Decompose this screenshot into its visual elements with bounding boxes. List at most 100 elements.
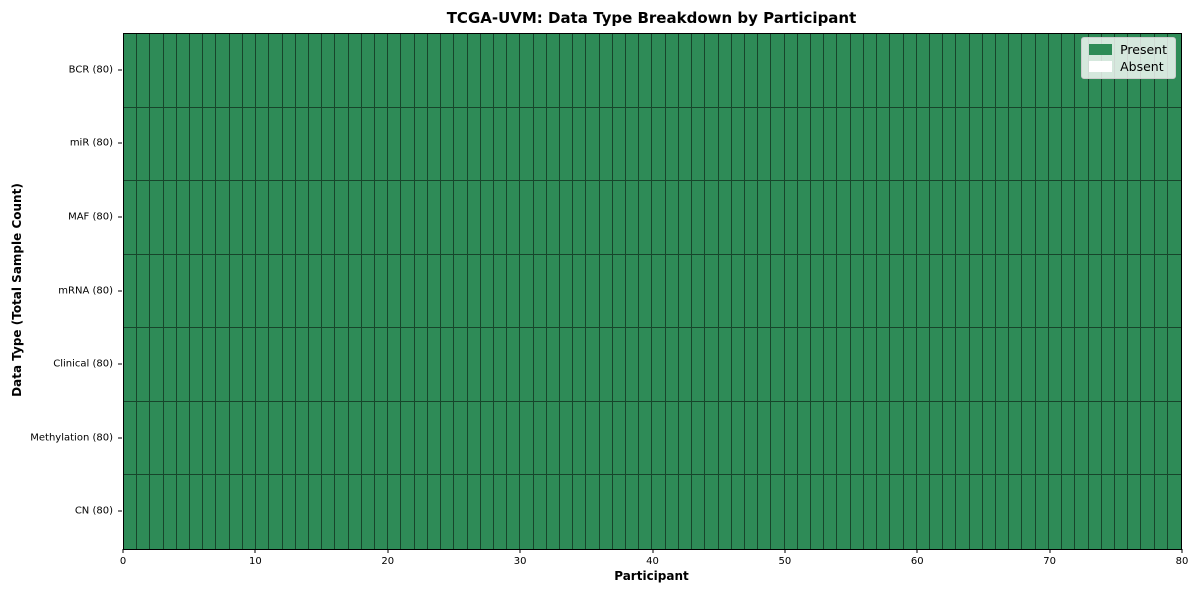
y-axis-ticks: BCR (80) miR (80) MAF (80) mRNA (80) Clinica… bbox=[0, 33, 123, 548]
heatmap-cell bbox=[124, 254, 138, 329]
heatmap-cell bbox=[784, 181, 798, 255]
heatmap-cell bbox=[877, 254, 891, 329]
y-tick-label: Clinical (80) bbox=[53, 358, 113, 370]
heatmap-cell bbox=[427, 328, 442, 402]
heatmap-cell bbox=[573, 328, 587, 402]
heatmap-cell bbox=[454, 34, 468, 108]
x-tick-mark bbox=[122, 549, 124, 553]
heatmap-cell bbox=[216, 34, 230, 108]
heatmap-cell bbox=[797, 254, 812, 329]
heatmap-cell bbox=[1088, 254, 1102, 329]
heatmap-cell bbox=[203, 181, 217, 255]
heatmap-cell bbox=[824, 181, 838, 255]
heatmap-cell bbox=[758, 401, 772, 476]
heatmap-cell bbox=[441, 254, 455, 329]
heatmap-cell bbox=[797, 328, 812, 402]
heatmap-cell bbox=[1062, 107, 1076, 182]
heatmap-cell bbox=[454, 254, 468, 329]
heatmap-cell bbox=[137, 107, 151, 182]
heatmap-cell bbox=[308, 107, 323, 182]
heatmap-cell bbox=[890, 475, 904, 549]
heatmap-cell bbox=[705, 107, 719, 182]
heatmap-cell bbox=[1035, 181, 1049, 255]
heatmap-cell bbox=[718, 401, 732, 476]
heatmap-cell bbox=[282, 328, 296, 402]
heatmap-cell bbox=[1009, 475, 1023, 549]
heatmap-cell bbox=[758, 254, 772, 329]
heatmap-cell bbox=[731, 328, 745, 402]
heatmap-cell bbox=[916, 401, 930, 476]
heatmap-cell bbox=[1022, 328, 1036, 402]
heatmap-cell bbox=[480, 254, 494, 329]
heatmap-cell bbox=[718, 254, 732, 329]
heatmap-cell bbox=[612, 181, 627, 255]
heatmap-cell bbox=[203, 401, 217, 476]
heatmap-cell bbox=[176, 401, 191, 476]
heatmap-cell bbox=[322, 107, 336, 182]
heatmap-cell bbox=[586, 475, 600, 549]
heatmap-cell bbox=[626, 254, 640, 329]
heatmap-cell bbox=[401, 107, 415, 182]
heatmap-cell bbox=[216, 181, 230, 255]
heatmap-cell bbox=[1062, 328, 1076, 402]
heatmap-cell bbox=[295, 181, 309, 255]
heatmap-cell bbox=[348, 475, 362, 549]
heatmap-cell bbox=[586, 254, 600, 329]
heatmap-cell bbox=[190, 34, 204, 108]
heatmap-cell bbox=[1062, 475, 1076, 549]
heatmap-cell bbox=[1048, 254, 1063, 329]
heatmap-cell bbox=[322, 254, 336, 329]
legend-item-present: Present bbox=[1089, 43, 1167, 56]
heatmap-cell bbox=[599, 34, 613, 108]
heatmap-cell bbox=[811, 254, 825, 329]
heatmap-cell bbox=[493, 181, 508, 255]
heatmap-cell bbox=[890, 107, 904, 182]
y-tick-label: BCR (80) bbox=[68, 64, 113, 76]
heatmap-cell bbox=[375, 401, 389, 476]
heatmap-cell bbox=[639, 181, 653, 255]
heatmap-cell bbox=[401, 401, 415, 476]
heatmap-cell bbox=[850, 34, 864, 108]
heatmap-cell bbox=[124, 475, 138, 549]
heatmap-cell bbox=[1048, 328, 1063, 402]
heatmap-cell bbox=[1075, 475, 1089, 549]
heatmap-cell bbox=[665, 401, 679, 476]
heatmap-cell bbox=[1035, 107, 1049, 182]
heatmap-cell bbox=[560, 181, 574, 255]
heatmap-cell bbox=[375, 34, 389, 108]
heatmap-cell bbox=[612, 401, 627, 476]
heatmap-cell bbox=[890, 401, 904, 476]
heatmap-cell bbox=[1167, 328, 1181, 402]
heatmap-cell bbox=[335, 401, 349, 476]
heatmap-cell bbox=[1022, 181, 1036, 255]
heatmap-cell bbox=[916, 34, 930, 108]
heatmap-cell bbox=[480, 107, 494, 182]
heatmap-cell bbox=[414, 181, 428, 255]
heatmap-cell bbox=[124, 107, 138, 182]
heatmap-cell bbox=[335, 34, 349, 108]
heatmap-cell bbox=[1048, 401, 1063, 476]
heatmap-cell bbox=[190, 254, 204, 329]
heatmap-cell bbox=[414, 328, 428, 402]
heatmap-cell bbox=[150, 328, 164, 402]
heatmap-cell bbox=[678, 107, 693, 182]
heatmap-cell bbox=[348, 181, 362, 255]
heatmap-cell bbox=[361, 475, 376, 549]
heatmap-cell bbox=[705, 475, 719, 549]
heatmap-cell bbox=[282, 181, 296, 255]
heatmap-cell bbox=[824, 34, 838, 108]
heatmap-cell bbox=[216, 475, 230, 549]
heatmap-cell bbox=[1128, 401, 1142, 476]
heatmap-cell bbox=[295, 328, 309, 402]
heatmap-cell bbox=[969, 401, 983, 476]
heatmap-cell bbox=[414, 34, 428, 108]
x-tick-label: 30 bbox=[513, 556, 527, 567]
heatmap-cell bbox=[1167, 401, 1181, 476]
heatmap-cell bbox=[137, 401, 151, 476]
heatmap-cell bbox=[718, 107, 732, 182]
heatmap-cell bbox=[744, 475, 759, 549]
heatmap-cell bbox=[1128, 107, 1142, 182]
heatmap-cell bbox=[811, 475, 825, 549]
heatmap-cell bbox=[427, 181, 442, 255]
heatmap-cell bbox=[229, 475, 243, 549]
